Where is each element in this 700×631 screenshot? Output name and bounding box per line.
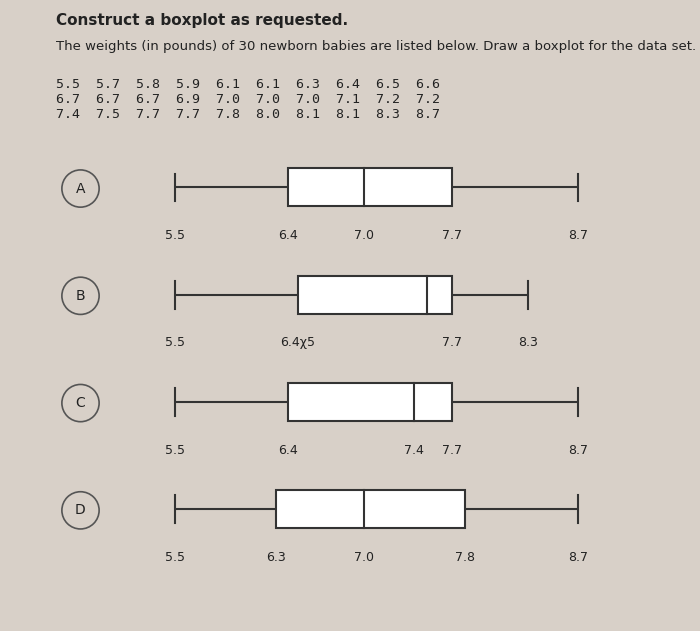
Text: A: A: [76, 182, 85, 196]
Text: 6.4: 6.4: [279, 444, 298, 457]
Text: 5.5: 5.5: [165, 444, 185, 457]
Text: 7.7: 7.7: [442, 444, 462, 457]
Bar: [298, 276, 452, 314]
Text: 8.7: 8.7: [568, 444, 588, 457]
Text: 5.5  5.7  5.8  5.9  6.1  6.1  6.3  6.4  6.5  6.6
6.7  6.7  6.7  6.9  7.0  7.0  7: 5.5 5.7 5.8 5.9 6.1 6.1 6.3 6.4 6.5 6.6 …: [56, 78, 440, 121]
Circle shape: [62, 384, 99, 422]
Text: B: B: [76, 289, 85, 303]
Circle shape: [62, 492, 99, 529]
Text: 6.4: 6.4: [279, 229, 298, 242]
Text: 7.4: 7.4: [405, 444, 424, 457]
Text: 8.7: 8.7: [568, 229, 588, 242]
Text: 5.5: 5.5: [165, 229, 185, 242]
Text: 6.3: 6.3: [266, 551, 286, 564]
Text: C: C: [76, 396, 85, 410]
Text: 5.5: 5.5: [165, 551, 185, 564]
Bar: [288, 383, 452, 421]
Text: 7.0: 7.0: [354, 229, 374, 242]
Text: 6.4χ5: 6.4χ5: [280, 336, 315, 350]
Text: 7.7: 7.7: [442, 336, 462, 350]
Text: Construct a boxplot as requested.: Construct a boxplot as requested.: [56, 13, 348, 28]
Text: D: D: [75, 504, 86, 517]
Text: 8.7: 8.7: [568, 551, 588, 564]
Bar: [276, 490, 465, 528]
Circle shape: [62, 277, 99, 314]
Text: 7.0: 7.0: [354, 551, 374, 564]
Text: 7.8: 7.8: [455, 551, 475, 564]
Text: 8.3: 8.3: [518, 336, 538, 350]
Circle shape: [62, 170, 99, 207]
Text: The weights (in pounds) of 30 newborn babies are listed below. Draw a boxplot fo: The weights (in pounds) of 30 newborn ba…: [56, 40, 696, 54]
Text: 7.7: 7.7: [442, 229, 462, 242]
Text: 5.5: 5.5: [165, 336, 185, 350]
Bar: [288, 168, 452, 206]
